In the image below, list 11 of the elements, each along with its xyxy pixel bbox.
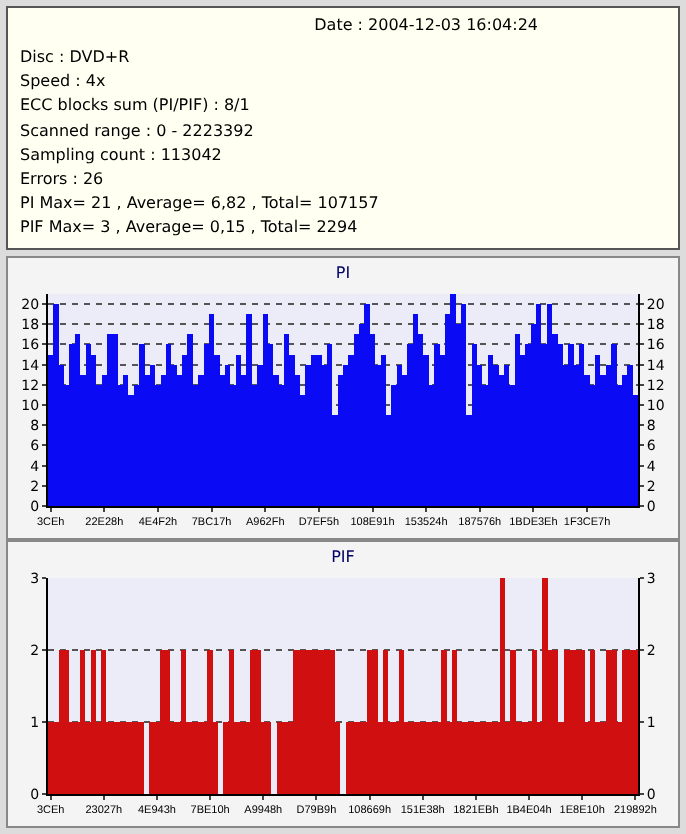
text: Errors : 26	[20, 168, 106, 193]
text: Sampling count : 113042	[20, 143, 224, 168]
chart-title: PIF	[331, 547, 356, 566]
text: PI Max= 21 , Average= 6,82 , Total= 107157	[20, 192, 381, 217]
chart-title: PI	[335, 263, 351, 282]
text: Disc : DVD+R	[20, 46, 132, 70]
text: Date : 2004-12-03 16:04:24	[314, 14, 538, 38]
text: Scanned range : 0 - 2223392	[20, 119, 256, 144]
text: ECC blocks sum (PI/PIF) : 8/1	[20, 94, 252, 119]
text: Speed : 4x	[20, 70, 108, 95]
text: PIF Max= 3 , Average= 0,15 , Total= 2294	[20, 216, 360, 241]
